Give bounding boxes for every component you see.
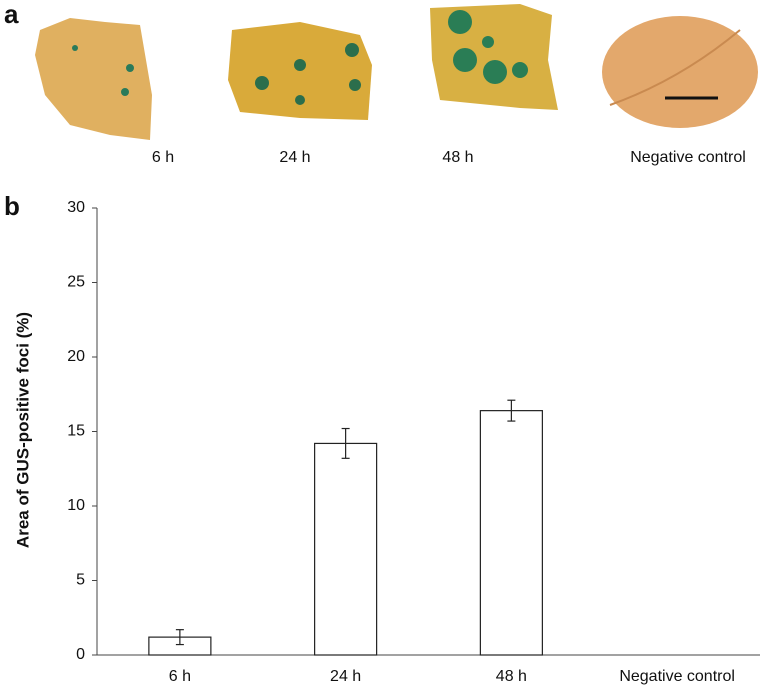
y-tick-label: 0 [76,646,85,663]
error-bar [175,629,184,646]
y-tick-label: 25 [67,274,85,291]
image-caption: 48 h [442,149,473,166]
leaf-image [35,18,152,140]
image-caption: Negative control [630,149,746,166]
panel-label: a [4,0,19,29]
error-bar [507,399,516,422]
x-tick-label: 6 h [169,668,191,685]
panel-label: b [4,191,20,221]
leaf-image [602,16,758,128]
y-axis-label: Area of GUS-positive foci (%) [13,312,32,548]
x-tick-label: 24 h [330,668,361,685]
x-tick-label: 48 h [496,668,527,685]
y-tick-label: 15 [67,423,85,440]
leaf-image [430,4,558,110]
y-tick-label: 5 [76,572,85,589]
error-bar [341,427,350,459]
image-caption: 6 h [152,149,174,166]
y-tick-label: 20 [67,348,85,365]
x-tick-label: Negative control [619,668,735,685]
image-caption: 24 h [279,149,310,166]
bar [479,410,543,656]
y-tick-label: 30 [67,199,85,216]
bar [314,442,378,656]
leaf-image [228,22,372,120]
y-tick-label: 10 [67,497,85,514]
